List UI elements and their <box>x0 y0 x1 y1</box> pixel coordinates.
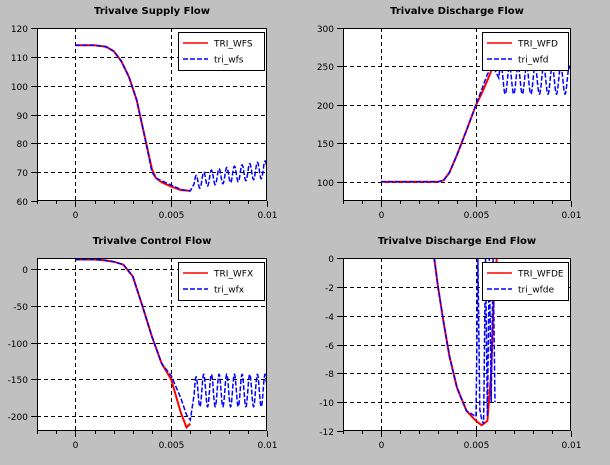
chart-title: Trivalve Control Flow <box>93 236 212 247</box>
y-tick-label: -8 <box>325 370 334 380</box>
chart-panel-1: Trivalve Supply Flow 0 0.005 0.01 60 70 80 90 10… <box>11 6 278 221</box>
series-line-tri-wfde <box>433 258 496 425</box>
legend-box <box>178 262 265 301</box>
legend: TRI_WFDE tri_wfde <box>482 262 569 301</box>
y-tick-label: -10 <box>319 399 334 409</box>
legend-label: TRI_WFD <box>517 40 558 50</box>
y-tick-label: 250 <box>317 63 334 73</box>
y-tick-label: -50 <box>13 303 28 313</box>
y-tick-label: -4 <box>325 313 334 323</box>
y-tick-label: -2 <box>325 284 334 294</box>
chart-panel-4: Trivalve Discharge End Flow 0 0.005 0.01 -12… <box>319 236 581 451</box>
chart-panel-3: Trivalve Control Flow 0 0.005 0.01 -200 -150 -… <box>8 236 278 451</box>
legend-box <box>482 262 569 301</box>
y-tick-label: 0 <box>328 255 334 265</box>
legend: TRI_WFS tri_wfs <box>178 32 265 71</box>
series-line-tri-wfx <box>75 258 267 422</box>
x-tick-label: 0.01 <box>561 441 581 451</box>
legend: TRI_WFX tri_wfx <box>178 262 265 301</box>
x-tick-label: 0 <box>379 441 385 451</box>
series-line-tri-wfd <box>381 64 571 183</box>
x-tick-label: 0.005 <box>464 441 490 451</box>
x-tick-label: 0.01 <box>257 441 277 451</box>
plot-frame <box>37 258 267 431</box>
y-tick-label: 90 <box>17 112 29 122</box>
plot-frame <box>37 28 267 201</box>
plot-frame <box>343 28 571 201</box>
legend-label: tri_wfd <box>518 56 548 66</box>
legend-box <box>482 32 569 71</box>
x-tick-label: 0.01 <box>257 211 277 221</box>
legend-box <box>178 32 265 71</box>
y-tick-label: -12 <box>319 428 334 438</box>
y-tick-label: 200 <box>317 102 334 112</box>
y-tick-label: -6 <box>325 342 334 352</box>
y-tick-label: 100 <box>317 179 334 189</box>
legend-label: tri_wfde <box>518 286 554 296</box>
y-tick-label: -150 <box>8 376 29 386</box>
y-tick-label: 0 <box>22 266 28 276</box>
x-tick-label: 0.01 <box>561 211 581 221</box>
y-tick-label: 150 <box>317 140 334 150</box>
legend-label: TRI_WFDE <box>517 270 564 280</box>
legend-label: TRI_WFX <box>213 270 253 280</box>
legend-label: tri_wfs <box>214 56 244 66</box>
chart-panel-2: Trivalve Discharge Flow 0 0.005 0.01 100 150 2… <box>317 6 582 221</box>
x-tick-label: 0 <box>73 211 79 221</box>
y-tick-label: 100 <box>11 83 28 93</box>
y-tick-label: 300 <box>317 25 334 35</box>
y-tick-label: 60 <box>17 198 29 208</box>
x-tick-label: 0 <box>379 211 385 221</box>
y-tick-label: -100 <box>8 340 29 350</box>
y-tick-label: 80 <box>17 140 29 150</box>
legend: TRI_WFD tri_wfd <box>482 32 569 71</box>
y-tick-label: 120 <box>11 25 28 35</box>
plot-frame <box>343 258 571 431</box>
chart-title: Trivalve Supply Flow <box>94 6 210 17</box>
x-tick-label: 0 <box>73 441 79 451</box>
legend-label: tri_wfx <box>214 286 245 296</box>
y-tick-label: 70 <box>17 169 29 179</box>
x-tick-label: 0.005 <box>464 211 490 221</box>
legend-label: TRI_WFS <box>213 40 253 50</box>
chart-title: Trivalve Discharge Flow <box>390 6 524 17</box>
y-tick-label: 110 <box>11 54 28 64</box>
x-tick-label: 0.005 <box>159 441 185 451</box>
x-tick-label: 0.005 <box>159 211 185 221</box>
y-tick-label: -200 <box>8 413 29 423</box>
chart-title: Trivalve Discharge End Flow <box>378 236 536 247</box>
